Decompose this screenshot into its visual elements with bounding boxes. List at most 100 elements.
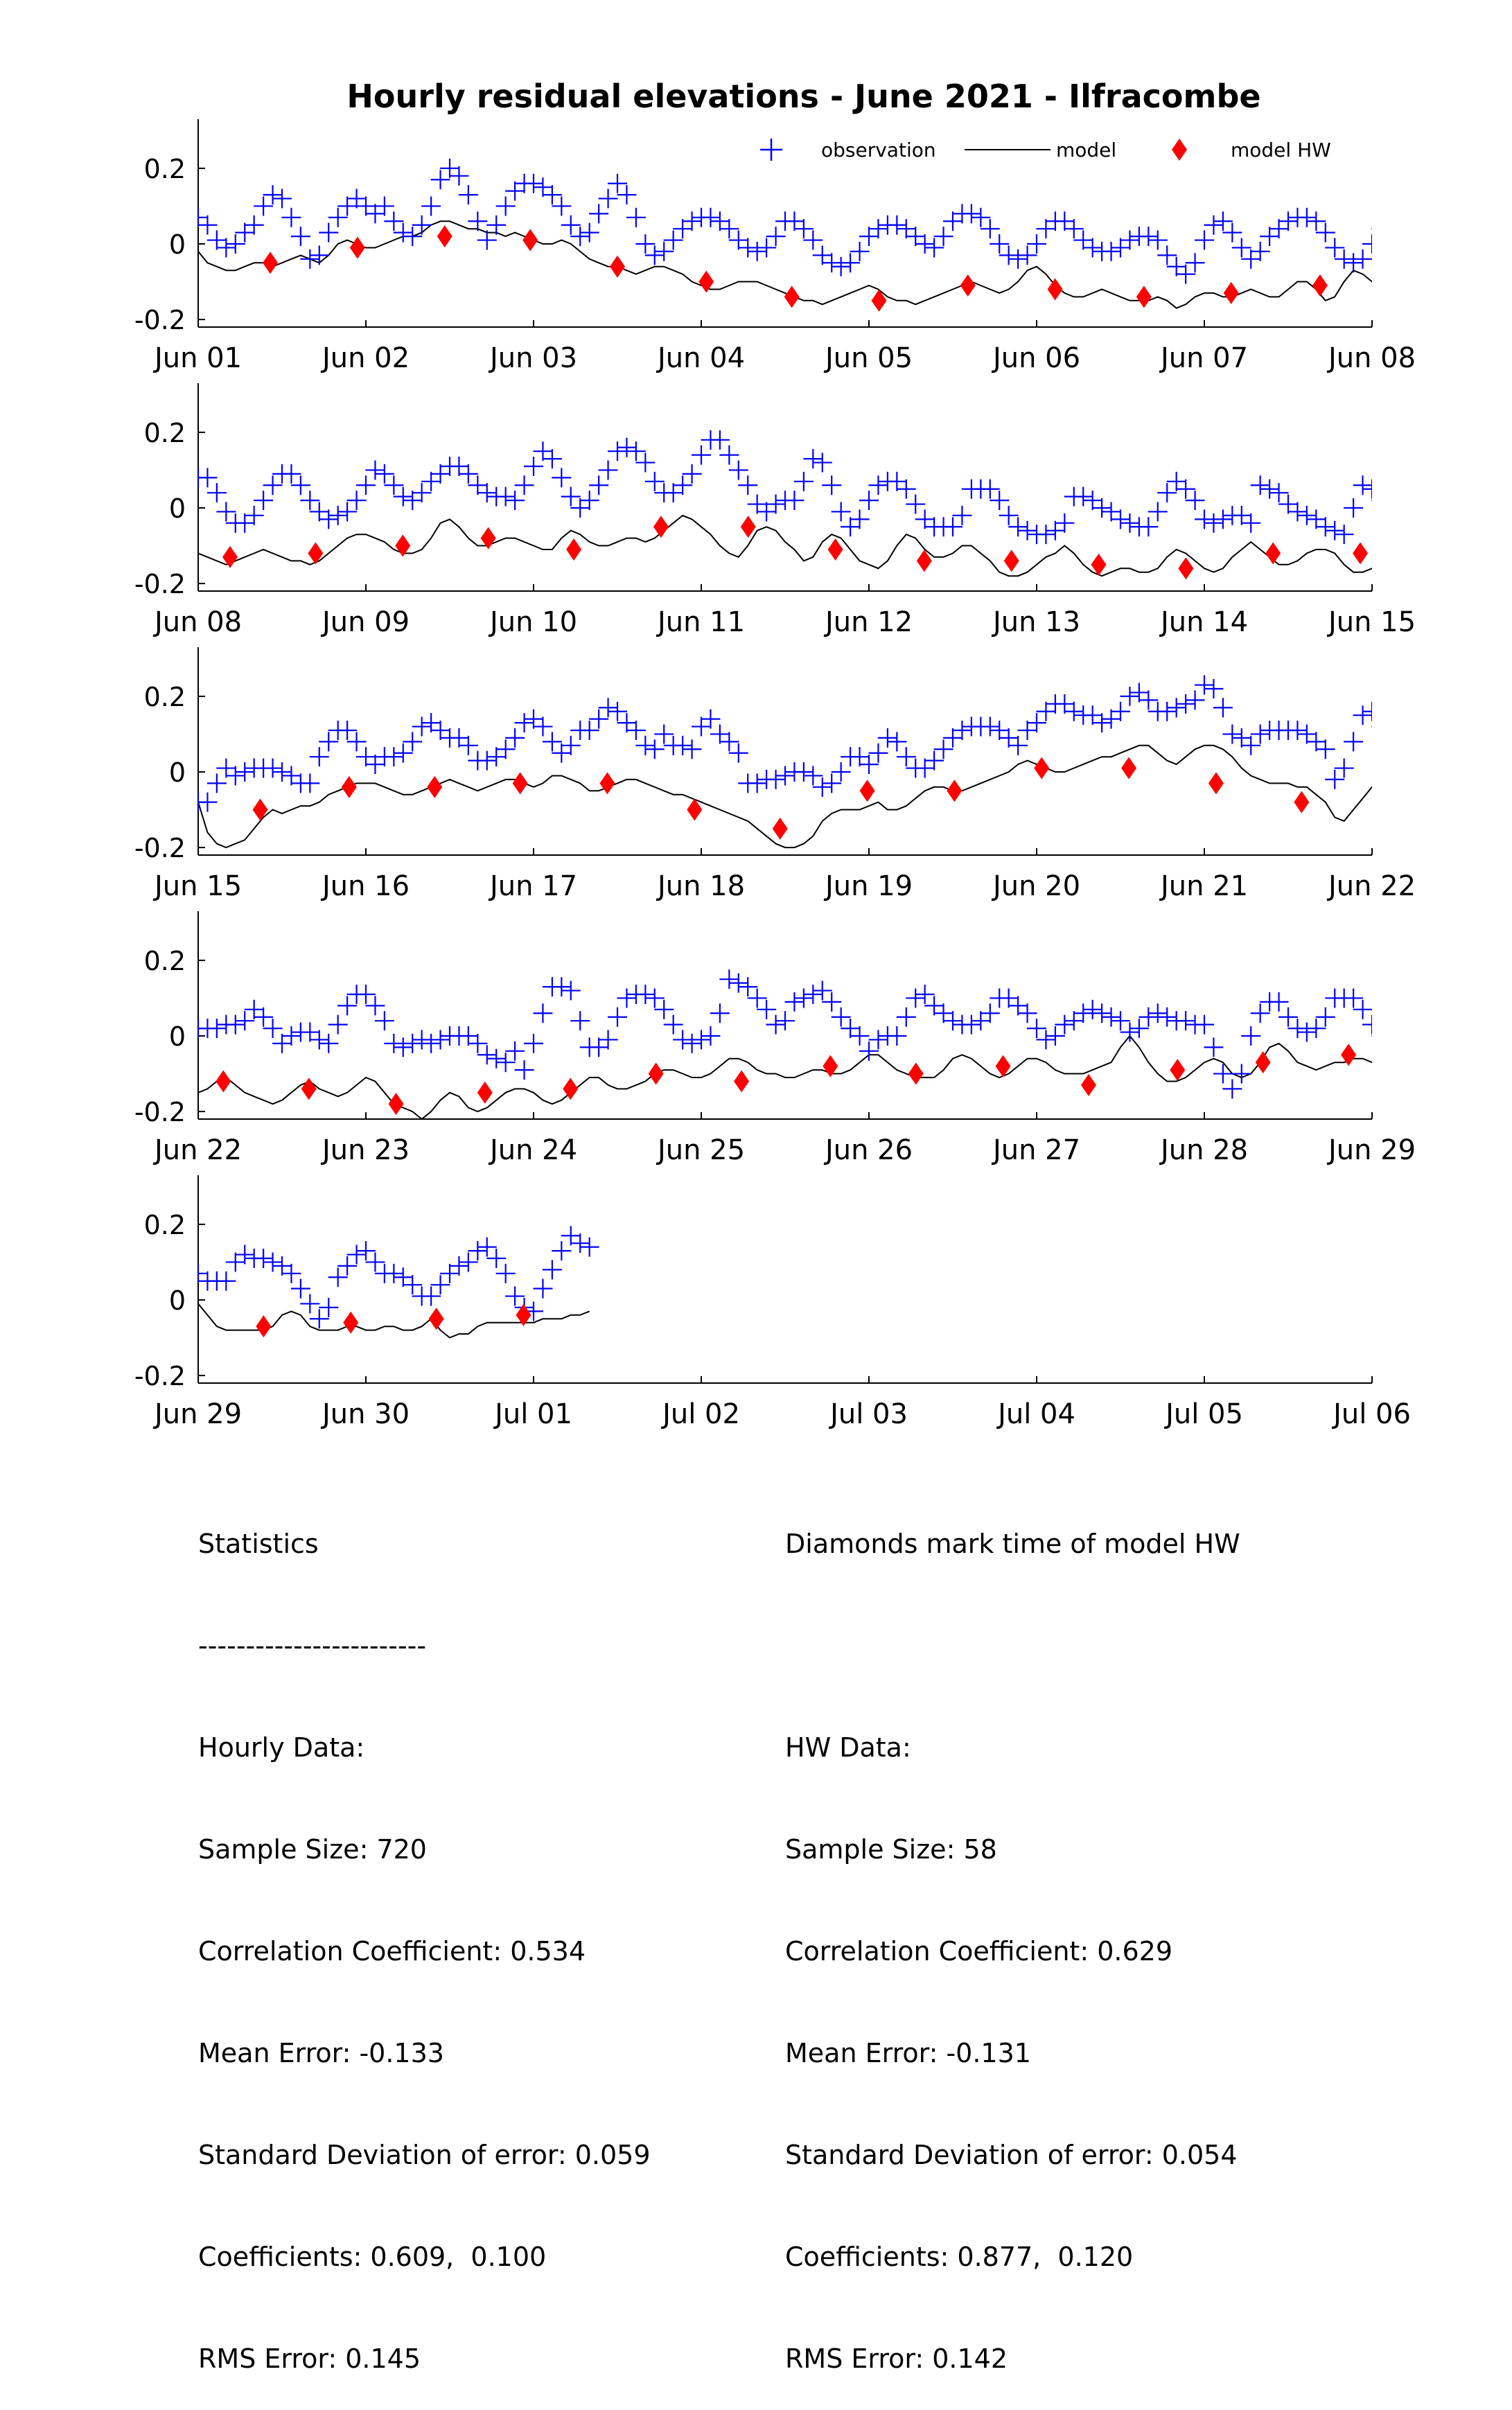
observation-point [1008, 517, 1028, 537]
observation-point [896, 479, 916, 499]
x-tick-label: Jul 06 [1331, 1398, 1411, 1430]
y-tick-label: 0.2 [144, 154, 186, 184]
observation-point [1418, 525, 1438, 544]
observation-point [216, 502, 236, 522]
x-tick-label: Jun 01 [152, 342, 242, 374]
observation-point [542, 1260, 562, 1280]
observation-point [254, 1249, 274, 1268]
observation-point [589, 1037, 609, 1057]
model-hw-point [916, 549, 932, 572]
observation-point [1315, 222, 1335, 243]
observation-point [533, 1278, 553, 1299]
model-hw-point [1136, 285, 1152, 308]
x-tick-label: Jun 22 [1326, 870, 1416, 902]
observation-point [1092, 713, 1112, 733]
x-tick-label: Jun 22 [152, 1134, 242, 1166]
observation-point [1082, 491, 1102, 511]
observation-point [1195, 1014, 1214, 1035]
x-tick-label: Jun 25 [656, 1134, 745, 1166]
observation-point [561, 735, 581, 755]
observation-point [281, 207, 301, 227]
observation-point [1287, 721, 1308, 740]
observation-point [915, 509, 935, 529]
observation-point [552, 196, 572, 216]
observation-point [533, 177, 553, 197]
observation-point [701, 709, 721, 729]
observation-point [673, 735, 693, 755]
observation-point [1157, 245, 1177, 265]
observation-point [272, 1033, 292, 1053]
x-tick-label: Jun 08 [152, 606, 242, 638]
residual-elevation-chart: Hourly residual elevations - June 2021 -… [134, 78, 1438, 1430]
stats-line: Standard Deviation of error: 0.059 [198, 2140, 651, 2170]
observation-point [561, 215, 581, 235]
observation-point [486, 215, 507, 235]
observation-point [868, 219, 888, 239]
observation-point [514, 475, 534, 495]
observation-point [412, 1030, 432, 1050]
observation-point [1073, 486, 1093, 507]
observation-point [589, 475, 609, 495]
observation-point [1176, 479, 1196, 499]
observation-point [1344, 253, 1364, 273]
observation-point [803, 230, 823, 250]
observation-point [803, 766, 823, 786]
x-tick-label: Jun 23 [320, 1134, 410, 1166]
observation-point [1101, 502, 1121, 522]
observation-point [1334, 525, 1354, 545]
observation-point [961, 1014, 981, 1035]
observation-point [728, 743, 748, 763]
observation-point [533, 716, 553, 737]
observation-point [421, 471, 441, 491]
observation-point [1390, 525, 1409, 544]
model-hw-point [1091, 553, 1107, 576]
observation-point [793, 988, 814, 1008]
observation-point [272, 188, 292, 209]
observation-point [1241, 735, 1261, 755]
observation-point [1325, 238, 1345, 258]
observation-point [1101, 1007, 1121, 1027]
observation-point [952, 721, 972, 740]
y-tick-label: 0 [169, 757, 186, 788]
observation-point [198, 215, 218, 235]
x-tick-label: Jun 14 [1159, 606, 1248, 638]
observation-point [943, 211, 962, 231]
observation-point [449, 166, 469, 186]
observation-point [1260, 227, 1280, 247]
observation-point [374, 1011, 394, 1031]
observation-point [374, 464, 394, 484]
observation-point [393, 222, 413, 243]
model-hw-point [859, 780, 875, 802]
observation-point [999, 988, 1019, 1008]
observation-point [263, 1019, 283, 1039]
observation-point [1344, 988, 1364, 1008]
observation-point [952, 505, 972, 525]
observation-point [1073, 1003, 1093, 1023]
observation-point [542, 449, 562, 469]
observation-point [1231, 728, 1251, 748]
observation-point [1111, 509, 1130, 529]
observation-point [850, 1026, 870, 1046]
observation-point [1222, 724, 1242, 744]
observation-point [430, 1030, 450, 1050]
stats-line: Standard Deviation of error: 0.054 [785, 2140, 1238, 2170]
observation-point [365, 755, 385, 775]
observation-point [1204, 215, 1224, 235]
observation-point [356, 1241, 376, 1261]
model-hw-point [698, 270, 714, 293]
observation-point [626, 441, 646, 461]
observation-point [430, 1275, 450, 1295]
x-tick-label: Jul 04 [996, 1398, 1075, 1430]
observation-point [263, 185, 283, 205]
y-tick-label: 0.2 [144, 946, 186, 976]
x-tick-label: Jun 19 [823, 870, 913, 902]
observation-point [850, 241, 870, 261]
observation-point [216, 758, 236, 778]
model-hw-point [960, 274, 976, 297]
model-hw-point [740, 516, 756, 538]
panel-plot-area [198, 675, 1372, 849]
observation-point [635, 452, 656, 473]
observation-point [747, 241, 767, 261]
observation-point [868, 475, 888, 495]
observation-point [254, 491, 274, 511]
